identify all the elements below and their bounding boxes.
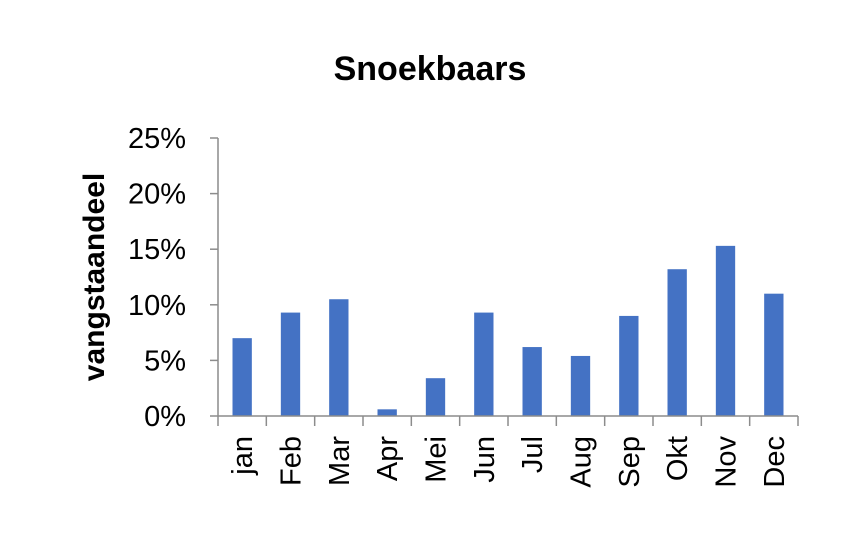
bar-nov	[715, 245, 736, 416]
x-tick-label: Mar	[324, 436, 356, 486]
bar-mei	[425, 378, 446, 416]
x-tick-label: Sep	[614, 436, 646, 488]
bar-series	[232, 245, 784, 416]
bar-jun	[474, 312, 494, 416]
axes	[210, 137, 799, 426]
x-tick-label: Nov	[711, 436, 743, 488]
x-tick-label: Apr	[372, 436, 404, 481]
y-tick-label: 0%	[144, 401, 186, 433]
bar-jul	[522, 347, 542, 416]
chart-title: Snoekbaars	[334, 50, 527, 88]
x-tick-label: jan	[227, 436, 259, 476]
x-tick-label: Dec	[759, 436, 791, 488]
x-tick-label: Okt	[662, 436, 694, 481]
bar-aug	[570, 355, 591, 416]
bar-sep	[619, 315, 639, 416]
bar-dec	[764, 293, 784, 416]
y-tick-label: 20%	[128, 179, 186, 211]
bar-apr	[377, 409, 397, 416]
y-axis-label: vangstaandeel	[78, 173, 111, 381]
x-tick-label: Jun	[469, 436, 501, 483]
bar-okt	[667, 269, 687, 416]
x-tick-label: Feb	[276, 436, 308, 486]
y-tick-label: 25%	[128, 123, 186, 155]
x-tick-label: Jul	[517, 436, 549, 473]
y-tick-label: 15%	[128, 234, 186, 266]
bar-mar	[329, 299, 349, 416]
y-tick-label: 5%	[144, 345, 186, 377]
y-tick-label: 10%	[128, 290, 186, 322]
bar-feb	[280, 312, 301, 416]
bar-jan	[232, 338, 252, 416]
x-tick-label: Mei	[421, 436, 453, 483]
x-axis-ticks: jan Feb Mar Apr Mei Jun Jul Aug Sep Okt Nov Dec	[227, 436, 791, 488]
y-axis-ticks: 0% 5% 10% 15% 20% 25%	[128, 123, 186, 433]
x-tick-label: Aug	[566, 436, 598, 488]
